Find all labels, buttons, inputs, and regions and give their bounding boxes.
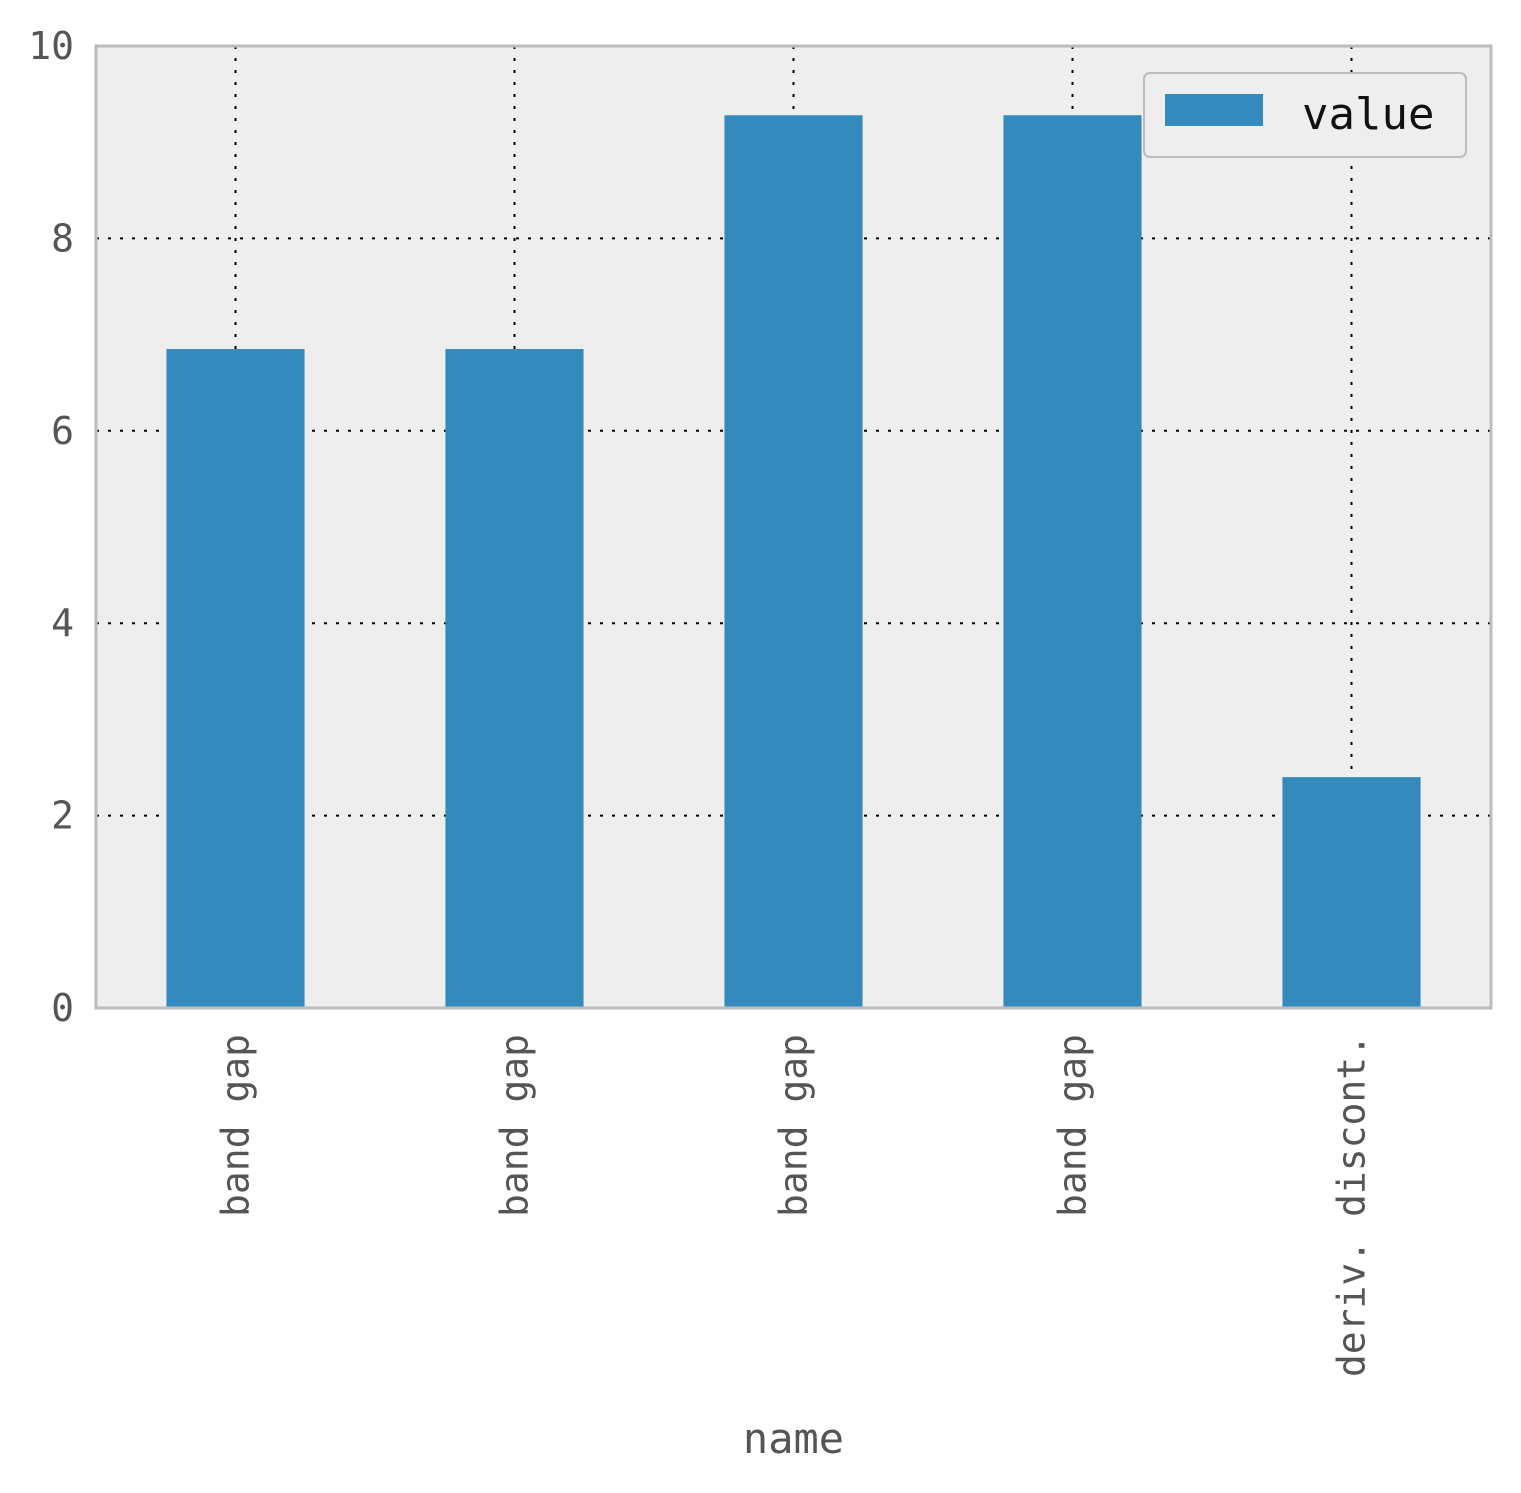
y-tick-label: 8 <box>51 216 74 260</box>
y-tick-label: 4 <box>51 601 74 645</box>
bar <box>1003 115 1142 1009</box>
legend: value <box>1143 72 1467 158</box>
x-tick-label: band gap <box>214 1034 258 1217</box>
bar <box>724 115 863 1009</box>
x-tick-label: band gap <box>1051 1034 1095 1217</box>
legend-label: value <box>1302 89 1434 140</box>
y-tick-label: 6 <box>51 409 74 453</box>
x-tick-labels: band gap band gap band gap band gap deriv. d… <box>214 1034 1374 1377</box>
y-tick-label: 10 <box>28 24 74 68</box>
bar <box>1282 777 1421 1008</box>
bar <box>445 349 584 1008</box>
x-tick-label: band gap <box>772 1034 816 1217</box>
x-tick-label: deriv. discont. <box>1330 1034 1374 1377</box>
plot-frame <box>94 44 1493 1010</box>
y-tick-label: 0 <box>51 986 74 1030</box>
x-axis-title: name <box>743 1414 844 1463</box>
y-tick-label: 2 <box>51 794 74 838</box>
bar <box>166 349 305 1008</box>
y-tick-labels: 0 2 4 6 8 10 <box>28 24 74 1030</box>
bars <box>166 115 1421 1009</box>
legend-swatch <box>1165 94 1263 126</box>
x-tick-label: band gap <box>493 1034 537 1217</box>
